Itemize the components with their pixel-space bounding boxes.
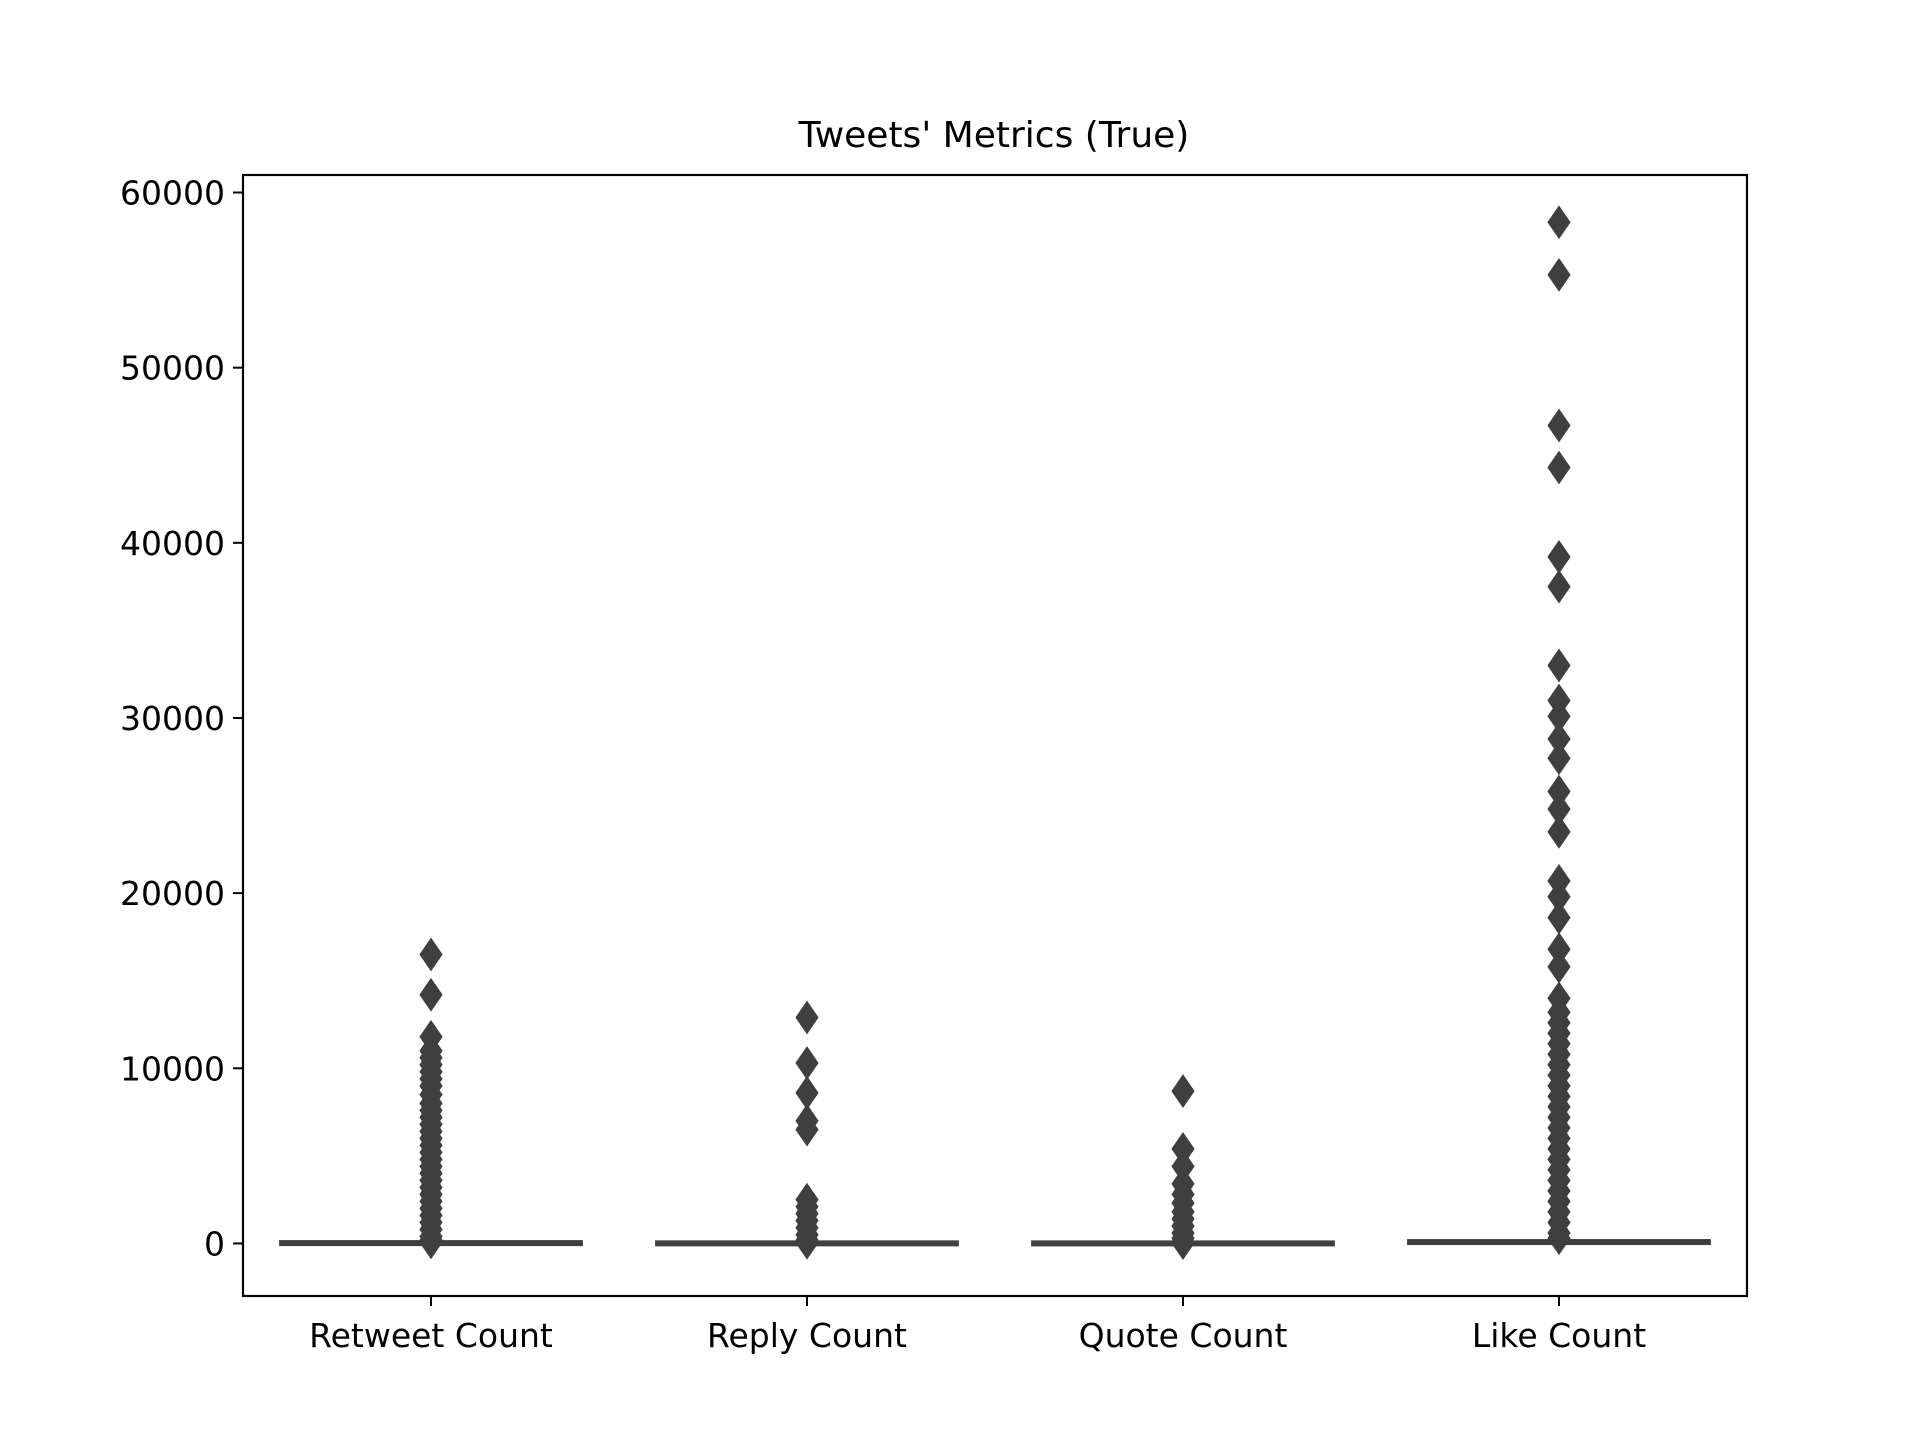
outlier-point [795,1000,819,1035]
outlier-point [1547,648,1571,683]
box-group [279,937,583,1260]
y-tick-label: 30000 [120,699,225,738]
outlier-point [1547,408,1571,443]
outlier-point [1547,814,1571,849]
box-group [1031,1074,1335,1260]
outlier-point [1547,1221,1571,1256]
y-tick-label: 60000 [120,174,225,213]
y-tick-label: 10000 [120,1049,225,1088]
outlier-point [1547,205,1571,240]
outlier-point [1547,569,1571,604]
outlier-point [1547,741,1571,776]
box-group [655,1000,959,1260]
outlier-point [1547,949,1571,984]
x-tick-label: Retweet Count [309,1316,553,1355]
x-tick-label: Like Count [1472,1316,1646,1355]
outlier-point [1547,900,1571,935]
box-group [1407,205,1711,1256]
y-tick-label: 0 [204,1224,225,1263]
outlier-point [1547,539,1571,574]
y-tick-label: 40000 [120,524,225,563]
x-tick-label: Quote Count [1079,1316,1288,1355]
plot-area [279,205,1711,1260]
outlier-point [419,937,443,972]
axes-frame [241,173,1749,1298]
outlier-point [419,1225,443,1260]
outlier-point [1171,1226,1195,1260]
x-tick-label: Reply Count [707,1316,907,1355]
x-axis: Retweet Count Reply Count Quote Count Like … [309,1296,1646,1355]
outlier-point [795,1046,819,1080]
outlier-point [419,977,443,1012]
y-tick-label: 20000 [120,874,225,913]
outlier-point [1547,450,1571,485]
y-tick-label: 50000 [120,349,225,388]
chart-title: Tweets' Metrics (True) [798,115,1190,156]
y-axis: 0 10000 20000 30000 40000 50000 60000 [120,174,243,1263]
outlier-point [1547,257,1571,292]
outlier-point [795,1225,819,1260]
outlier-point [795,1112,819,1147]
outlier-point [1171,1074,1195,1108]
